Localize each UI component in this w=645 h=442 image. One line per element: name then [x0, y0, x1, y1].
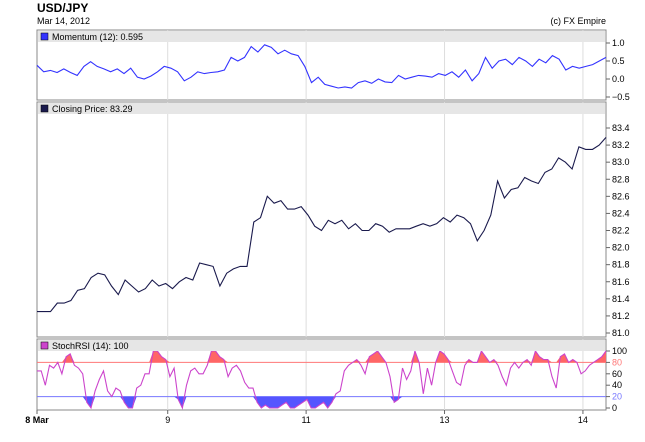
price-ytick-label: 82.0 [612, 243, 630, 253]
momentum-legend-bar [38, 31, 605, 42]
chart-symbol: USD/JPY [37, 1, 88, 15]
price-ytick-label: 82.2 [612, 226, 630, 236]
chart-credit: (c) FX Empire [550, 16, 606, 26]
x-tick-label: 13 [440, 415, 450, 425]
chart-date: Mar 14, 2012 [37, 16, 90, 26]
stochrsi-line [37, 349, 607, 410]
momentum-legend-swatch [40, 32, 49, 41]
price-ytick-label: 83.4 [612, 123, 630, 133]
price-ytick-label: 83.2 [612, 140, 630, 150]
momentum-legend-label: Momentum (12): 0.595 [52, 32, 143, 42]
momentum-ytick-label: 0.0 [612, 74, 625, 84]
x-tick-label: 11 [301, 415, 310, 425]
stochrsi-ytick-label: 0 [612, 403, 617, 413]
price-ytick-label: 82.4 [612, 208, 630, 218]
x-tick-label: 14 [578, 415, 588, 425]
momentum-ytick-label: 1.0 [612, 38, 625, 48]
x-tick-label: 8 Mar [25, 415, 49, 425]
closing-price-panel: 83.4 83.2 83.0 82.8 82.6 82.4 82.2 82.0 81.8 81.6… [36, 101, 630, 338]
price-ytick-label: 83.0 [612, 157, 630, 167]
stochrsi-ytick-label: 40 [612, 380, 622, 390]
stochrsi-ytick-label: 60 [612, 369, 622, 379]
stochrsi-legend-bar [38, 340, 605, 351]
stochrsi-legend-swatch [40, 341, 49, 350]
price-legend-bar [38, 103, 605, 114]
stochrsi-ytick-label: 80 [612, 357, 622, 367]
price-ytick-label: 81.6 [612, 277, 630, 287]
x-axis: 8 Mar 9 11 13 14 [25, 410, 588, 425]
price-ytick-label: 82.6 [612, 191, 630, 201]
momentum-panel: 1.0 0.5 0.0 −0.5 Momentum (12): 0.595 [36, 29, 630, 102]
price-ytick-label: 81.2 [612, 311, 630, 321]
price-line [37, 137, 607, 313]
momentum-line [36, 44, 607, 89]
price-ytick-label: 82.8 [612, 174, 630, 184]
stochrsi-legend-label: StochRSI (14): 100 [52, 341, 129, 351]
momentum-ytick-label: −0.5 [612, 92, 630, 102]
stochrsi-oversold-fill [37, 396, 606, 408]
price-ytick-label: 81.0 [612, 328, 630, 338]
price-ytick-label: 81.4 [612, 294, 630, 304]
x-tick-label: 9 [165, 415, 170, 425]
price-ytick-label: 81.8 [612, 260, 630, 270]
stochrsi-overbought-fill [37, 351, 606, 363]
momentum-ytick-label: 0.5 [612, 56, 625, 66]
price-legend-label: Closing Price: 83.29 [52, 104, 133, 114]
stochrsi-ytick-label: 100 [612, 346, 627, 356]
stochrsi-ytick-label: 20 [612, 392, 622, 402]
price-frame [36, 101, 607, 338]
price-legend-swatch [40, 104, 49, 113]
